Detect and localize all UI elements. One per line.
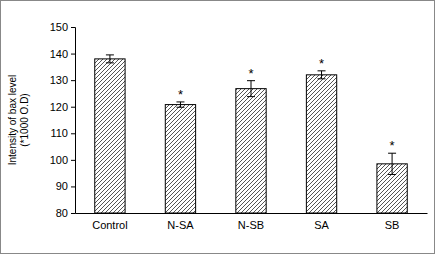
y-tick-label: 150 bbox=[50, 21, 68, 33]
bar bbox=[306, 75, 336, 213]
y-tick-label: 110 bbox=[50, 127, 68, 139]
y-tick-label: 130 bbox=[50, 74, 68, 86]
y-tick: 100 bbox=[50, 154, 75, 166]
y-tick-mark bbox=[71, 107, 75, 108]
x-tick: SA bbox=[314, 213, 329, 231]
y-tick-mark bbox=[71, 186, 75, 187]
x-axis-line bbox=[76, 213, 428, 214]
bar bbox=[95, 59, 125, 213]
y-tick: 150 bbox=[50, 21, 75, 33]
error-bar bbox=[247, 81, 255, 97]
y-tick-label: 100 bbox=[50, 154, 68, 166]
y-tick-label: 120 bbox=[50, 101, 68, 113]
annotation: * bbox=[248, 66, 253, 81]
x-tick-label: N-SB bbox=[238, 219, 264, 231]
y-axis-title: Intensity of bax level(*1000 O.D) bbox=[7, 75, 30, 166]
x-tick: Control bbox=[92, 213, 127, 231]
y-axis-title-line: Intensity of bax level bbox=[7, 75, 18, 166]
y-tick-mark bbox=[71, 160, 75, 161]
y-tick-mark bbox=[71, 80, 75, 81]
chart: * * * * 80 90 100 110 120 130 140 150 Control N-SA N-S… bbox=[0, 0, 435, 254]
error-bar bbox=[176, 102, 184, 107]
y-tick: 110 bbox=[50, 127, 75, 139]
y-tick: 80 bbox=[56, 207, 75, 219]
y-tick: 120 bbox=[50, 101, 75, 113]
y-axis: 80 90 100 110 120 130 140 150 bbox=[50, 21, 76, 219]
bar bbox=[236, 89, 266, 213]
y-axis-line bbox=[71, 28, 76, 214]
annotation: * bbox=[319, 56, 324, 71]
x-tick-label: Control bbox=[92, 219, 127, 231]
x-tick-label: SA bbox=[314, 219, 329, 231]
y-tick-label: 140 bbox=[50, 48, 68, 60]
error-bar bbox=[318, 71, 326, 79]
y-tick-label: 80 bbox=[56, 207, 68, 219]
y-axis-title-line: (*1000 O.D) bbox=[19, 93, 30, 146]
x-tick: N-SA bbox=[167, 213, 194, 231]
x-tick-label: N-SA bbox=[167, 219, 194, 231]
y-tick: 130 bbox=[50, 74, 75, 86]
y-tick-mark bbox=[71, 54, 75, 55]
plot: * * * * 80 90 100 110 120 130 140 150 Control N-SA N-S… bbox=[50, 21, 428, 231]
x-tick-label: SB bbox=[385, 219, 400, 231]
bars bbox=[95, 55, 407, 213]
error-bar bbox=[388, 153, 396, 174]
annotations: * * * * bbox=[178, 56, 395, 153]
y-tick: 90 bbox=[56, 180, 75, 192]
y-tick-mark bbox=[71, 133, 75, 134]
x-tick: N-SB bbox=[238, 213, 264, 231]
annotation: * bbox=[178, 87, 183, 102]
bar bbox=[165, 105, 195, 213]
y-tick-label: 90 bbox=[56, 180, 68, 192]
x-axis: Control N-SA N-SB SA SB bbox=[76, 213, 428, 231]
y-tick-mark bbox=[71, 213, 75, 214]
annotation: * bbox=[390, 138, 395, 153]
chart-border bbox=[1, 1, 435, 254]
error-bar bbox=[106, 55, 114, 63]
y-tick-mark bbox=[71, 27, 75, 28]
x-tick: SB bbox=[385, 213, 400, 231]
y-tick: 140 bbox=[50, 48, 75, 60]
